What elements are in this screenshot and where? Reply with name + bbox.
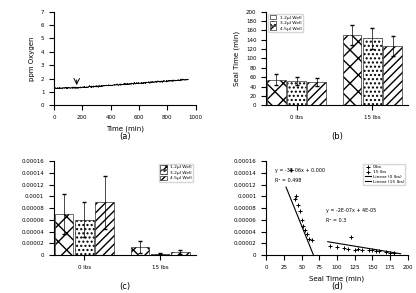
X-axis label: Seal Time (min): Seal Time (min)	[310, 275, 364, 282]
Legend: 0lbs, 15 lbs, Linear (0 lbs), Linear (15 lbs): 0lbs, 15 lbs, Linear (0 lbs), Linear (15…	[363, 163, 406, 185]
15 lbs	[341, 246, 347, 251]
0lbs	[291, 197, 298, 202]
15 lbs	[390, 250, 397, 255]
0lbs	[302, 228, 309, 233]
Bar	[95, 202, 114, 255]
0lbs	[305, 236, 312, 241]
15 lbs	[355, 247, 362, 251]
15 lbs	[351, 247, 358, 252]
15 lbs	[348, 235, 354, 240]
Bar	[383, 46, 402, 105]
Bar	[363, 38, 381, 105]
Text: R² = 0.3: R² = 0.3	[326, 219, 346, 224]
Bar	[267, 79, 286, 105]
15 lbs	[359, 248, 365, 253]
Text: (a): (a)	[119, 132, 131, 141]
15 lbs	[334, 245, 340, 250]
Text: y = -3E-06x + 0.000: y = -3E-06x + 0.000	[275, 168, 325, 173]
15 lbs	[366, 248, 372, 253]
Text: (d): (d)	[331, 282, 343, 291]
Bar	[75, 220, 94, 255]
0lbs	[304, 232, 311, 237]
15 lbs	[369, 247, 376, 252]
Bar	[287, 81, 306, 105]
Bar	[171, 252, 190, 255]
Y-axis label: ppm Oxygen: ppm Oxygen	[29, 36, 35, 81]
15 lbs	[383, 250, 390, 254]
Bar	[131, 247, 149, 255]
Text: y = -2E-07x + 4E-05: y = -2E-07x + 4E-05	[326, 208, 376, 213]
Text: R² = 0.498: R² = 0.498	[275, 178, 301, 183]
Legend: 1.2μl Well, 3.2μl Well, 4.5μl Well: 1.2μl Well, 3.2μl Well, 4.5μl Well	[158, 163, 193, 182]
X-axis label: Time (min): Time (min)	[106, 125, 144, 132]
Linear (15 lbs)	[398, 252, 403, 255]
Text: (b): (b)	[331, 132, 343, 141]
15 lbs	[387, 250, 394, 255]
0lbs	[288, 168, 295, 173]
0lbs	[298, 217, 305, 222]
0lbs	[297, 209, 304, 213]
Bar	[55, 214, 74, 255]
Bar	[307, 82, 326, 105]
Bar	[151, 254, 169, 255]
15 lbs	[344, 247, 351, 251]
Linear (15 lbs)	[325, 240, 330, 243]
Text: (c): (c)	[119, 282, 130, 291]
0lbs	[300, 223, 306, 228]
0lbs	[309, 238, 316, 243]
Legend: 1.2μl Well, 3.2μl Well, 4.5μl Well: 1.2μl Well, 3.2μl Well, 4.5μl Well	[268, 14, 303, 32]
0lbs	[295, 203, 302, 207]
15 lbs	[327, 243, 333, 248]
Y-axis label: Seal Time (min): Seal Time (min)	[234, 31, 240, 86]
15 lbs	[376, 249, 383, 254]
Line: Linear (15 lbs): Linear (15 lbs)	[328, 242, 401, 254]
15 lbs	[373, 248, 379, 253]
Bar	[343, 35, 362, 105]
0lbs	[292, 194, 299, 199]
